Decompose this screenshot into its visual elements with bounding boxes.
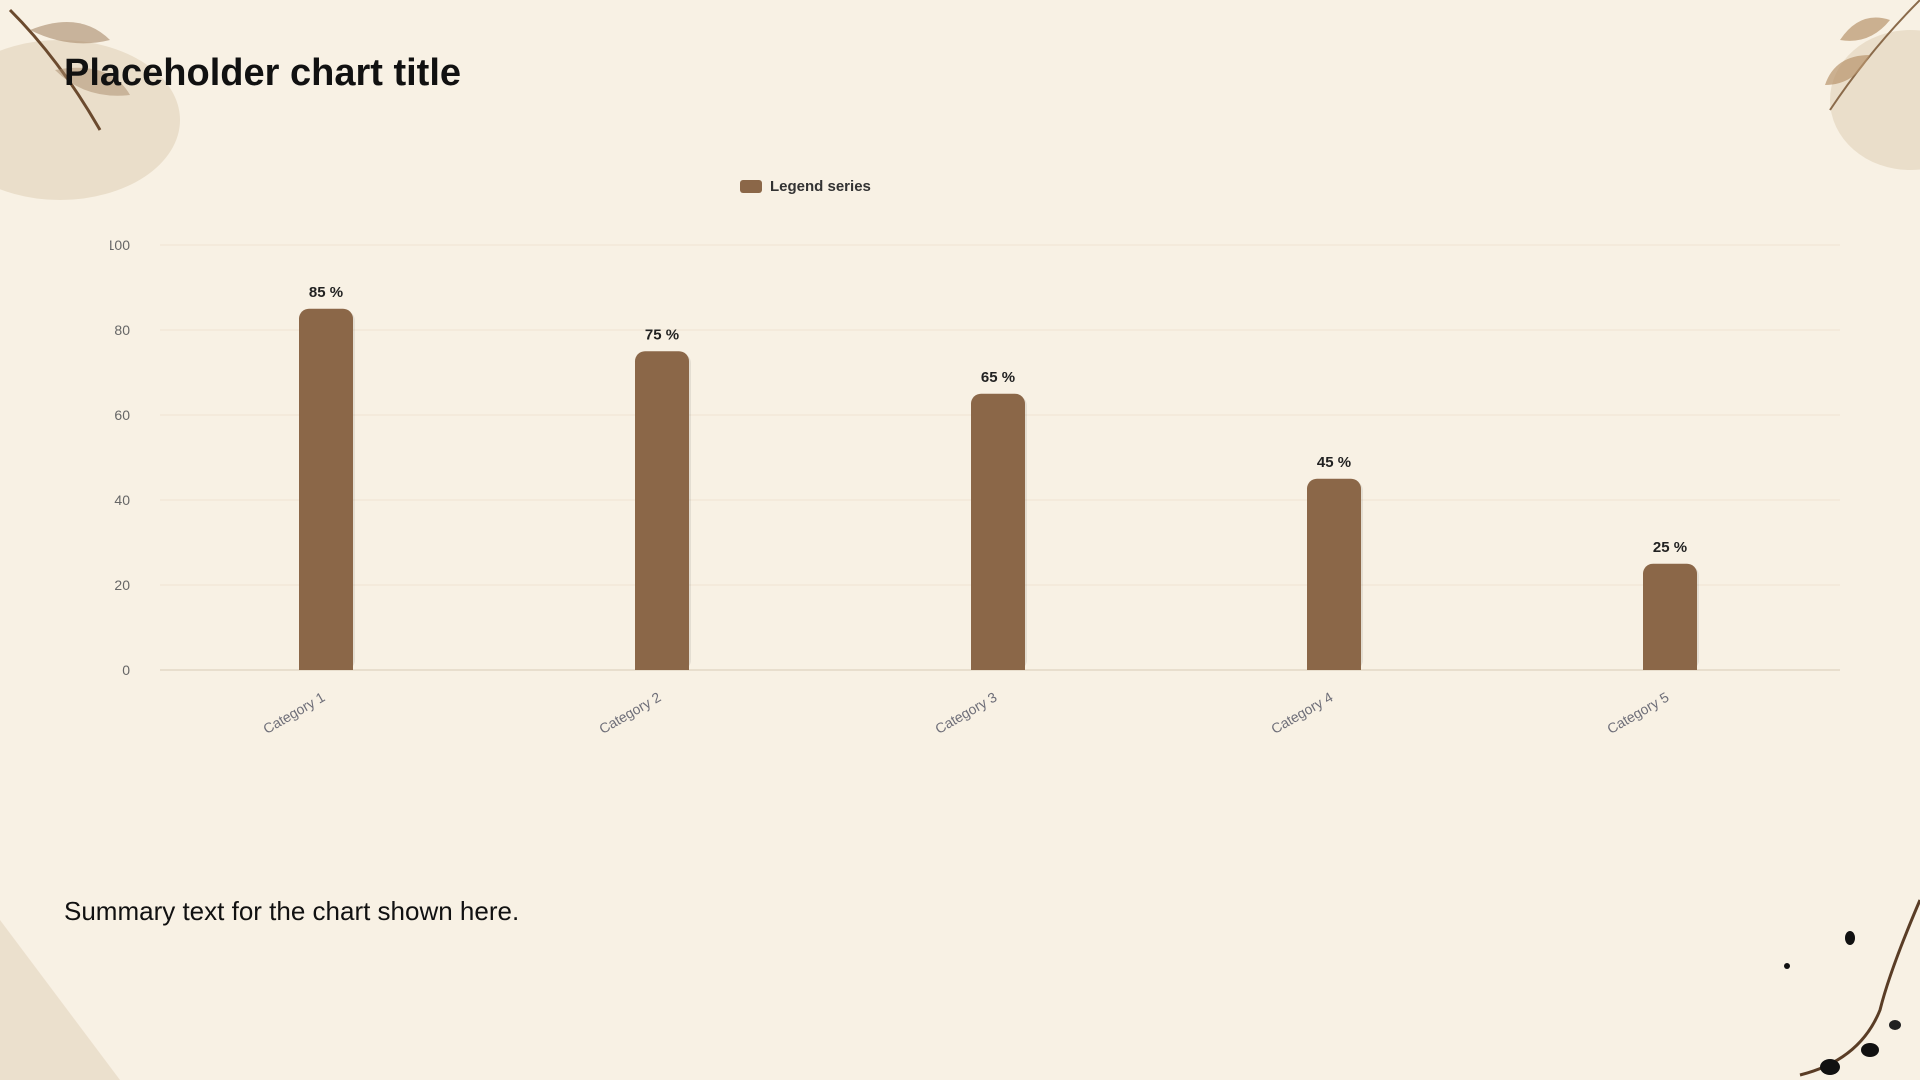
branch-decoration-bottom-right (1784, 899, 1920, 1077)
x-tick-label: Category 3 (932, 689, 999, 737)
x-tick-label: Category 5 (1604, 689, 1671, 737)
x-tick-label: Category 1 (260, 689, 327, 737)
chart-description: Summary text for the chart shown here. (64, 896, 520, 926)
bar (1307, 478, 1361, 670)
x-tick-label: Category 4 (1268, 689, 1335, 737)
bar-base (1307, 660, 1361, 670)
bar-chart-svg: 0 20 40 60 80 100 85 % Category 1 75 % Category 2… (107, 237, 1840, 737)
x-tick-label: Category 2 (596, 689, 663, 737)
bar (1643, 563, 1697, 670)
y-tick-label: 100 (110, 237, 130, 253)
data-label: 25 % (1653, 539, 1687, 556)
y-tick-label: 20 (114, 577, 130, 593)
bar-base (635, 660, 689, 670)
data-label: 65 % (981, 369, 1015, 386)
leaf-decoration-bottom-left (0, 920, 120, 1080)
page-title: Placeholder chart title (64, 52, 462, 94)
bar-chart: 0 20 40 60 80 100 85 % Category 1 75 % Category 2… (107, 165, 1860, 765)
leaf-decoration-top-left (0, 8, 180, 200)
data-label: 75 % (645, 326, 679, 343)
y-tick-label: 60 (114, 407, 130, 423)
bar (971, 393, 1025, 670)
chart-legend: Legend series (740, 178, 871, 195)
legend-label: Legend series (770, 178, 871, 195)
legend-swatch (740, 180, 762, 193)
leaf-decoration-top-right (1825, 0, 1920, 170)
data-label: 45 % (1317, 454, 1351, 471)
bar (635, 351, 689, 670)
y-tick-label: 0 (122, 662, 130, 678)
y-tick-label: 40 (114, 492, 130, 508)
y-tick-label: 80 (114, 322, 130, 338)
bar-base (971, 660, 1025, 670)
bar (299, 308, 353, 670)
data-label: 85 % (309, 284, 343, 301)
bar-base (299, 660, 353, 670)
bar-base (1643, 660, 1697, 670)
